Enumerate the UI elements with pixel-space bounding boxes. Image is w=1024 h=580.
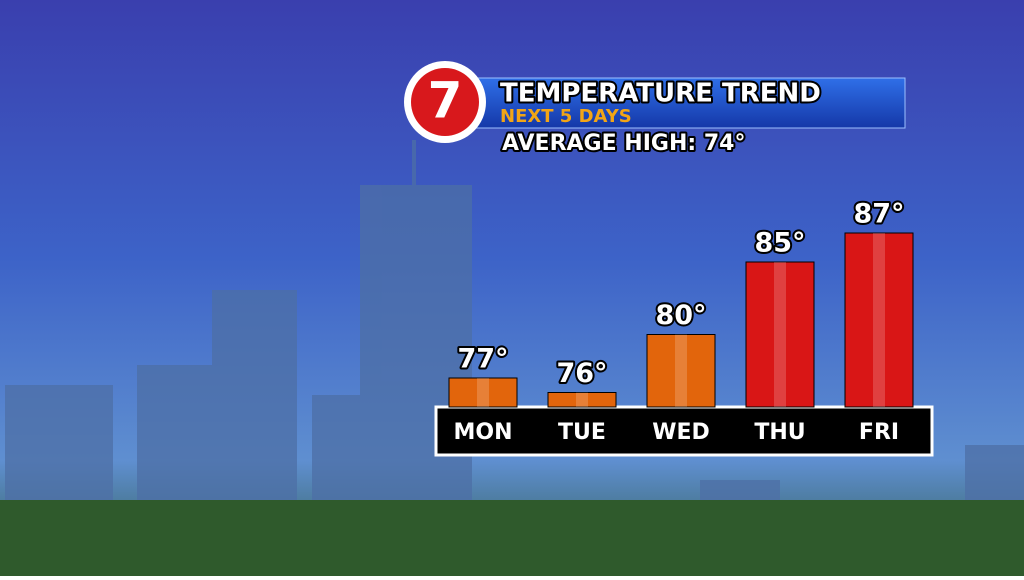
logo: 7 bbox=[428, 72, 463, 130]
bar bbox=[547, 392, 617, 408]
x-tick-label: THU bbox=[754, 420, 805, 445]
value-label: 77° bbox=[457, 344, 508, 375]
trees bbox=[0, 500, 1024, 576]
chart-subtitle: NEXT 5 DAYS bbox=[500, 106, 632, 127]
bar-shine bbox=[576, 392, 588, 407]
category-band bbox=[434, 405, 934, 457]
bar-shine bbox=[675, 334, 687, 407]
bar-shine bbox=[477, 378, 489, 407]
bar bbox=[448, 377, 518, 408]
bar-shine bbox=[774, 262, 786, 407]
value-label: 87° bbox=[853, 199, 904, 230]
value-label: 76° bbox=[556, 358, 607, 389]
x-tick-label: TUE bbox=[558, 420, 606, 445]
x-tick-label: WED bbox=[652, 420, 710, 445]
x-tick-label: FRI bbox=[859, 420, 899, 445]
bar bbox=[844, 232, 914, 408]
chart-title: TEMPERATURE TREND bbox=[500, 79, 821, 109]
logo-disc bbox=[411, 68, 479, 136]
annotation: AVERAGE HIGH: 74° bbox=[502, 131, 745, 156]
bar-shine bbox=[873, 233, 885, 407]
title-banner bbox=[469, 77, 906, 129]
value-label: 85° bbox=[754, 228, 805, 259]
value-label: 80° bbox=[655, 300, 706, 331]
x-tick-label: MON bbox=[453, 420, 512, 445]
bar bbox=[646, 334, 716, 408]
bar bbox=[745, 261, 815, 408]
